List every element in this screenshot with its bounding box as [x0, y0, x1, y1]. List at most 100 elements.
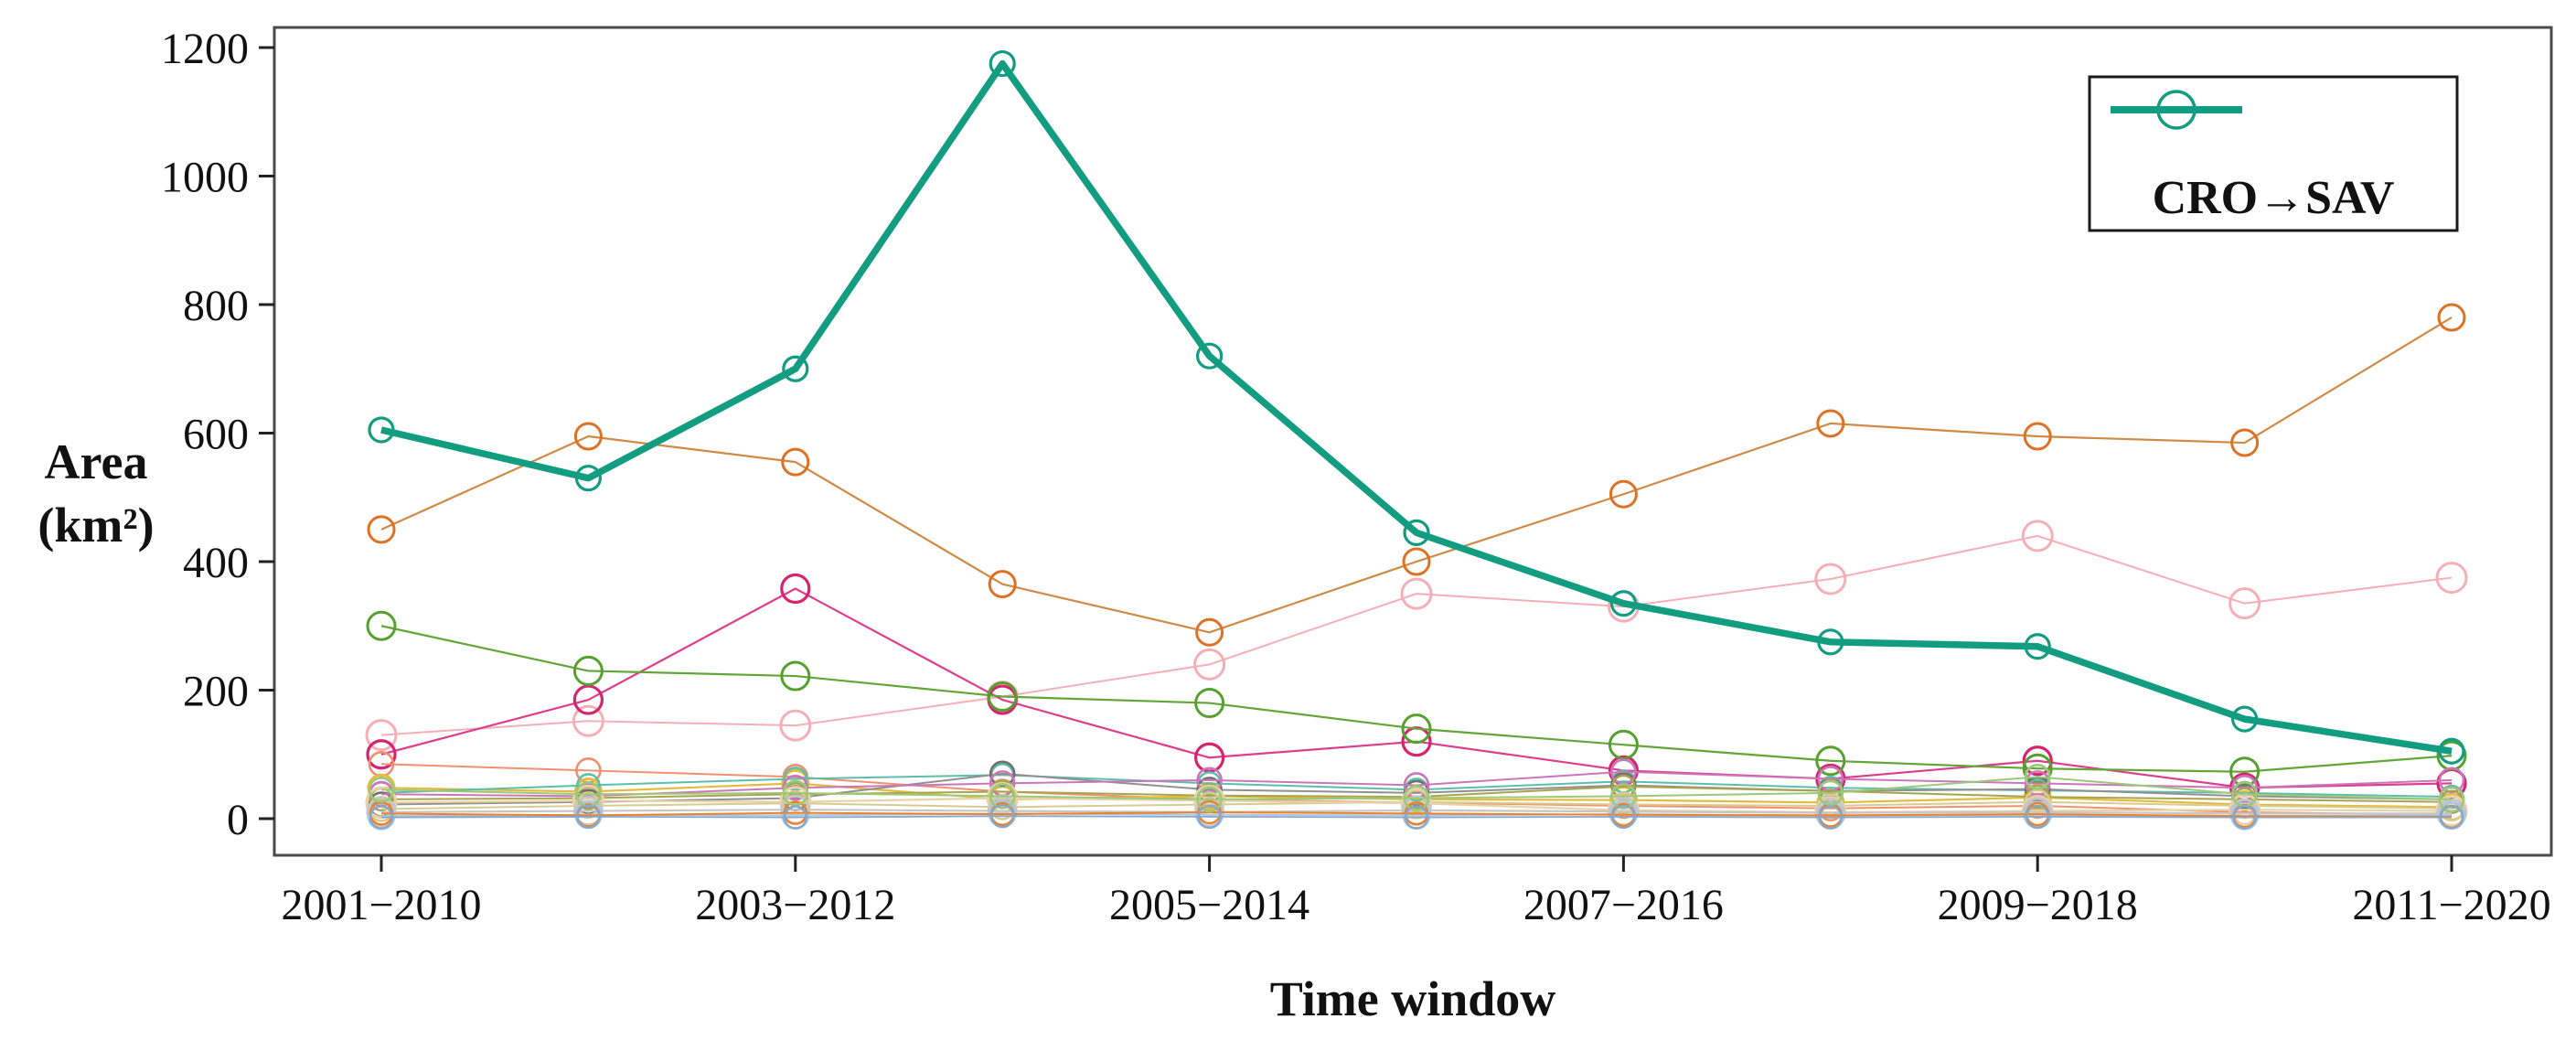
x-tick-label: 2007−2016 — [1523, 881, 1724, 929]
data-point-background-steel-blue — [1611, 804, 1636, 830]
data-point-background-pale-pink — [2021, 520, 2054, 552]
data-point-background-green — [1815, 745, 1846, 777]
data-point-background-gray — [989, 760, 1016, 788]
data-point-background-light-green — [2438, 786, 2465, 813]
data-point-background-tan — [367, 515, 396, 544]
data-point-CRO→SAV — [574, 465, 603, 492]
data-point-background-light-green — [1196, 786, 1223, 813]
data-point-background-green — [780, 660, 811, 692]
data-point-background-pale-pink — [2435, 562, 2468, 595]
data-point-background-light-gray — [572, 796, 604, 827]
data-point-background-magenta — [572, 684, 604, 715]
x-tick-label: 2009−2018 — [1938, 881, 2138, 929]
data-point-background-steel-blue — [2232, 805, 2257, 830]
data-point-CRO→SAV — [2438, 737, 2465, 765]
data-point-CRO→SAV — [989, 49, 1016, 78]
data-point-background-light-green — [2024, 764, 2051, 790]
y-tick-label: 0 — [227, 796, 249, 844]
data-point-background-steel-blue — [1818, 805, 1844, 830]
data-point-background-light-gray — [366, 797, 397, 828]
data-point-background-pale-pink — [365, 719, 398, 752]
data-point-background-tan — [1609, 479, 1638, 509]
data-point-CRO→SAV — [782, 355, 809, 382]
data-point-background-green — [1194, 688, 1225, 719]
data-point-background-pale-pink — [1814, 563, 1847, 595]
y-tick-label: 800 — [183, 282, 249, 330]
data-point-background-green — [2022, 753, 2053, 784]
data-point-background-light-green — [989, 783, 1016, 810]
data-point-CRO→SAV — [1817, 628, 1844, 656]
data-point-background-green — [1401, 713, 1432, 745]
data-point-background-steel-blue — [1404, 805, 1429, 830]
data-point-background-tan — [1816, 409, 1845, 438]
data-point-background-steel-blue — [2439, 805, 2464, 830]
data-point-CRO→SAV — [2024, 633, 2051, 660]
data-point-background-light-green — [1610, 783, 1637, 810]
data-point-CRO→SAV — [368, 416, 395, 444]
data-point-background-green — [366, 610, 397, 641]
series-line-background-gray — [380, 772, 2453, 806]
data-point-background-light-green — [1403, 785, 1430, 811]
data-point-background-light-green — [782, 779, 809, 807]
legend-box — [2088, 75, 2459, 232]
series-lines — [365, 49, 2468, 831]
data-point-background-tan — [1402, 547, 1431, 576]
y-tick-label: 600 — [183, 411, 249, 459]
data-point-background-tan — [988, 570, 1017, 599]
data-point-background-seagreen — [783, 767, 808, 791]
data-point-background-pale-pink — [2229, 587, 2261, 620]
data-point-background-magenta — [2022, 745, 2053, 777]
data-point-background-tan — [573, 422, 603, 451]
data-point-background-steel-blue — [783, 805, 807, 830]
x-tick-label: 2001−2010 — [281, 881, 481, 929]
data-point-background-green — [2436, 740, 2467, 771]
data-point-CRO→SAV — [2231, 705, 2259, 733]
data-point-background-light-green — [1817, 779, 1844, 807]
data-point-background-tan — [2023, 422, 2052, 451]
x-axis-title: Time window — [1270, 971, 1556, 1026]
data-point-background-green — [1608, 729, 1639, 760]
y-tick-label: 400 — [183, 539, 249, 587]
data-point-background-light-green — [368, 777, 395, 803]
series-line-background-steel-blue — [380, 815, 2452, 819]
series-line-background-light-green — [380, 776, 2453, 800]
x-tick-label: 2003−2012 — [695, 881, 895, 929]
data-point-background-tan — [781, 447, 810, 477]
y-axis-title-line2: (km²) — [37, 498, 154, 552]
data-point-background-steel-blue — [2025, 804, 2050, 830]
data-point-background-pale-pink — [572, 704, 604, 737]
data-point-background-green — [987, 681, 1018, 713]
data-point-background-magenta — [366, 739, 397, 770]
series-line-CRO→SAV — [380, 59, 2453, 755]
series-line-background-pale-pink — [380, 534, 2453, 736]
legend-marker-icon — [2156, 90, 2197, 130]
legend-label: CRO→SAV — [2153, 172, 2395, 224]
data-point-background-steel-blue — [1197, 804, 1222, 830]
data-point-background-tan — [2230, 428, 2260, 457]
data-point-CRO→SAV — [1403, 519, 1430, 546]
data-point-CRO→SAV — [1609, 590, 1638, 617]
data-point-background-green — [572, 655, 604, 686]
data-point-background-magenta — [780, 573, 811, 605]
data-point-background-tan — [2437, 303, 2466, 332]
data-point-background-pale-pink — [1193, 648, 1226, 681]
data-point-background-pale-pink — [1400, 577, 1433, 610]
legend: CRO→SAV — [2088, 75, 2459, 232]
series-line-background-orange — [380, 810, 2453, 818]
series-line-background-gold — [380, 782, 2453, 809]
y-tick-label: 1000 — [161, 154, 249, 202]
data-point-background-tan — [1195, 617, 1224, 647]
data-point-CRO→SAV — [1195, 342, 1224, 370]
data-point-background-steel-blue — [989, 803, 1015, 829]
x-tick-label: 2005−2014 — [1109, 881, 1309, 929]
y-tick-label: 1200 — [161, 25, 249, 73]
y-tick-label: 200 — [183, 668, 249, 716]
series-line-background-green — [380, 625, 2453, 773]
axes: 0 200 400 600 800 1000 1200 2001−2010 2003−2012 2… — [161, 25, 2551, 929]
series-line-background-tan — [380, 316, 2453, 634]
x-tick-label: 2011−2020 — [2352, 881, 2550, 929]
y-axis-title-line1: Area — [45, 434, 148, 489]
data-point-background-pale-pink — [779, 709, 812, 742]
